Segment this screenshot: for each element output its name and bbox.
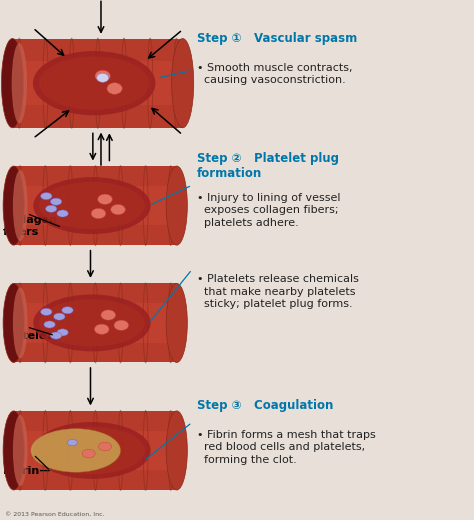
Polygon shape bbox=[14, 283, 177, 303]
Ellipse shape bbox=[67, 439, 77, 446]
Ellipse shape bbox=[39, 427, 145, 474]
Ellipse shape bbox=[57, 329, 68, 336]
Ellipse shape bbox=[172, 38, 194, 128]
Ellipse shape bbox=[33, 422, 151, 479]
Ellipse shape bbox=[57, 210, 68, 217]
Ellipse shape bbox=[33, 294, 151, 352]
Text: © 2013 Pearson Education, Inc.: © 2013 Pearson Education, Inc. bbox=[5, 512, 105, 517]
Polygon shape bbox=[14, 225, 177, 245]
Polygon shape bbox=[12, 106, 182, 128]
Ellipse shape bbox=[107, 83, 122, 94]
Ellipse shape bbox=[44, 321, 55, 328]
Ellipse shape bbox=[166, 166, 187, 245]
Ellipse shape bbox=[3, 283, 24, 362]
Ellipse shape bbox=[166, 283, 187, 362]
Text: Step ①   Vascular spasm: Step ① Vascular spasm bbox=[197, 32, 357, 45]
Ellipse shape bbox=[94, 324, 109, 334]
Text: Step ③   Coagulation: Step ③ Coagulation bbox=[197, 399, 333, 412]
Text: Collagen
fibers: Collagen fibers bbox=[3, 215, 57, 237]
Ellipse shape bbox=[97, 73, 109, 82]
Ellipse shape bbox=[46, 205, 57, 212]
Ellipse shape bbox=[41, 308, 52, 316]
Ellipse shape bbox=[13, 170, 27, 241]
Text: • Fibrin forms a mesh that traps
  red blood cells and platelets,
  forming the : • Fibrin forms a mesh that traps red blo… bbox=[197, 430, 375, 465]
Ellipse shape bbox=[95, 70, 110, 82]
Ellipse shape bbox=[33, 177, 151, 234]
Polygon shape bbox=[14, 411, 177, 490]
Polygon shape bbox=[14, 283, 177, 362]
Text: • Injury to lining of vessel
  exposes collagen fibers;
  platelets adhere.: • Injury to lining of vessel exposes col… bbox=[197, 193, 340, 228]
Ellipse shape bbox=[50, 332, 62, 339]
Polygon shape bbox=[14, 470, 177, 490]
Ellipse shape bbox=[62, 307, 73, 314]
Ellipse shape bbox=[91, 209, 106, 218]
Text: Fibrin—: Fibrin— bbox=[3, 466, 50, 476]
Ellipse shape bbox=[39, 299, 145, 347]
Text: • Platelets release chemicals
  that make nearby platelets
  sticky; platelet pl: • Platelets release chemicals that make … bbox=[197, 275, 359, 309]
Ellipse shape bbox=[31, 428, 120, 472]
Ellipse shape bbox=[114, 320, 128, 330]
Polygon shape bbox=[12, 38, 182, 128]
Ellipse shape bbox=[33, 51, 155, 115]
Ellipse shape bbox=[166, 411, 187, 490]
Ellipse shape bbox=[41, 192, 52, 200]
Ellipse shape bbox=[82, 449, 95, 458]
Polygon shape bbox=[14, 166, 177, 186]
Text: Step ②   Platelet plug
formation: Step ② Platelet plug formation bbox=[197, 152, 339, 180]
Text: • Smooth muscle contracts,
  causing vasoconstriction.: • Smooth muscle contracts, causing vasoc… bbox=[197, 63, 352, 85]
Ellipse shape bbox=[99, 442, 111, 451]
Polygon shape bbox=[14, 343, 177, 362]
Ellipse shape bbox=[1, 38, 24, 128]
Polygon shape bbox=[14, 411, 177, 431]
Ellipse shape bbox=[101, 310, 116, 320]
Ellipse shape bbox=[98, 194, 112, 204]
Ellipse shape bbox=[3, 411, 24, 490]
Ellipse shape bbox=[12, 43, 27, 123]
Ellipse shape bbox=[3, 166, 24, 245]
Ellipse shape bbox=[13, 415, 27, 486]
Polygon shape bbox=[12, 38, 182, 61]
Ellipse shape bbox=[13, 288, 27, 358]
Ellipse shape bbox=[111, 204, 126, 215]
Polygon shape bbox=[14, 166, 177, 245]
Ellipse shape bbox=[54, 313, 65, 320]
Ellipse shape bbox=[39, 182, 145, 229]
Ellipse shape bbox=[50, 198, 62, 205]
Ellipse shape bbox=[39, 56, 149, 110]
Text: Platelets: Platelets bbox=[3, 331, 58, 341]
